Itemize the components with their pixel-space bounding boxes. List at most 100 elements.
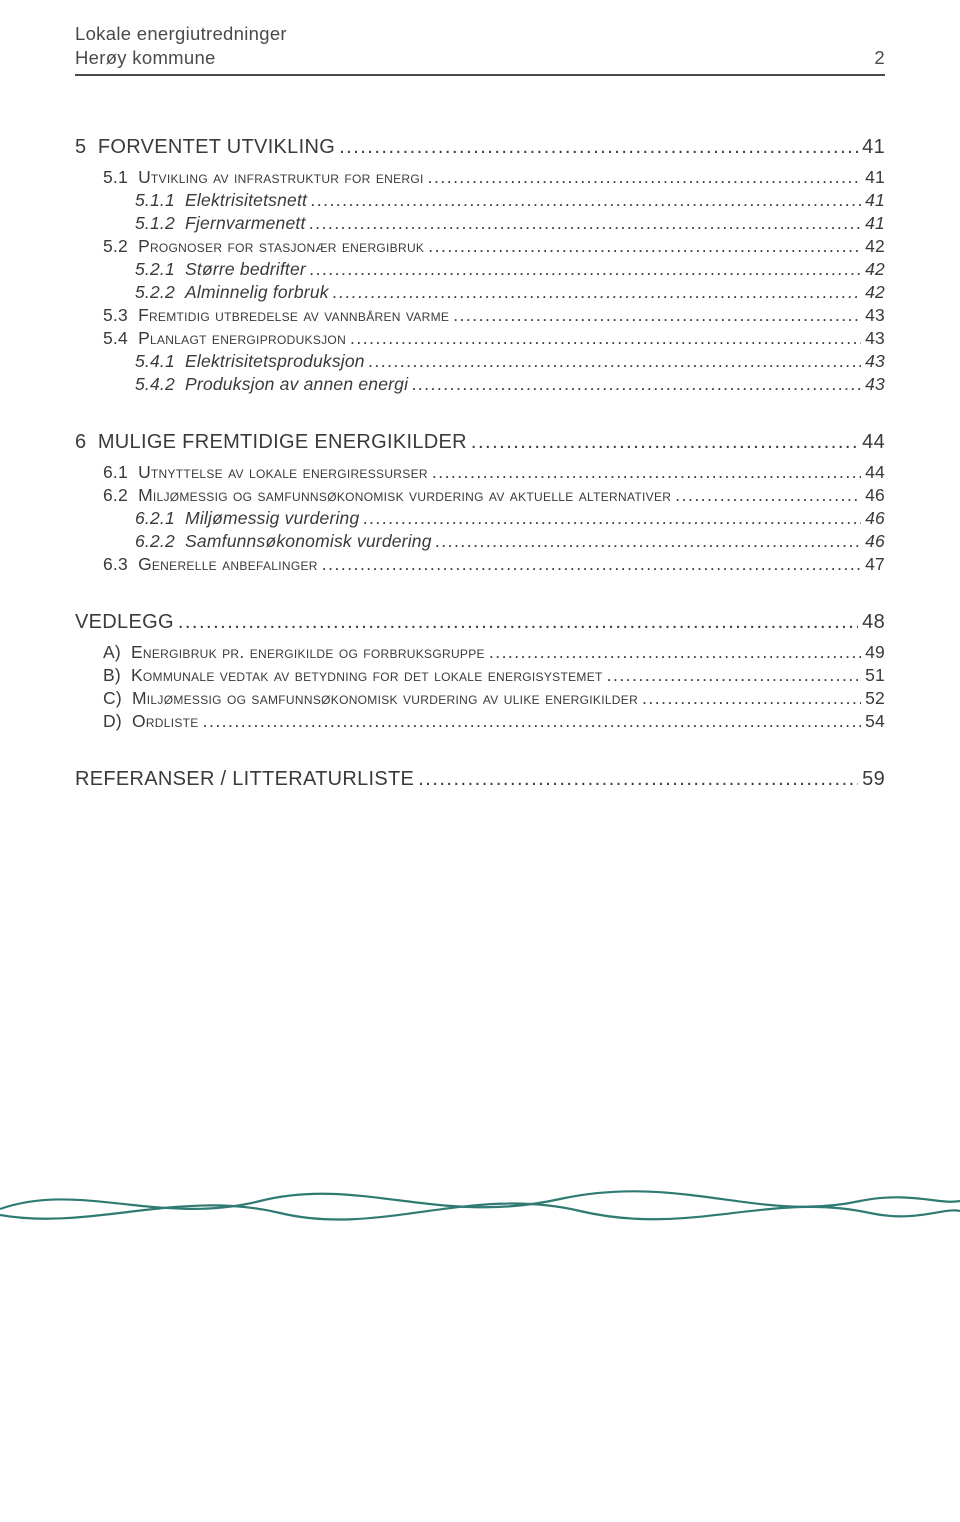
toc-entry: 5 FORVENTET UTVIKLING41 <box>75 136 885 159</box>
toc-number: 6.2.1 <box>135 508 185 528</box>
toc-entry: 6.3 Generelle anbefalinger47 <box>75 554 885 575</box>
toc-title: Miljømessig vurdering <box>185 508 359 528</box>
toc-number: C) <box>103 688 132 708</box>
toc-leader <box>311 190 861 211</box>
toc-leader <box>412 374 861 395</box>
toc-entry: 5.4.1 Elektrisitetsproduksjon 43 <box>75 351 885 372</box>
toc-page: 44 <box>862 431 885 454</box>
toc-entry: 5.1.1 Elektrisitetsnett 41 <box>75 190 885 211</box>
toc-leader <box>339 136 858 159</box>
page-header: Lokale energiutredninger Herøy kommune 2 <box>75 22 885 70</box>
toc-leader <box>178 611 858 634</box>
toc-number: D) <box>103 711 132 731</box>
toc-leader <box>310 213 862 234</box>
toc-title: Elektrisitetsnett <box>185 190 307 210</box>
toc-page: 48 <box>862 611 885 634</box>
toc-label: 5.1.1 Elektrisitetsnett <box>135 190 307 211</box>
toc-page: 41 <box>865 190 885 211</box>
toc-title: Miljømessig og samfunnsøkonomisk vurderi… <box>138 485 671 505</box>
toc-number: 5.2.1 <box>135 259 185 279</box>
toc-entry: 5.2.1 Større bedrifter42 <box>75 259 885 280</box>
toc-page: 41 <box>865 213 885 234</box>
toc-number: 6.2 <box>103 485 138 505</box>
toc-leader <box>436 531 861 552</box>
toc-label: 5.4.1 Elektrisitetsproduksjon <box>135 351 365 372</box>
toc-leader <box>428 167 862 188</box>
toc-page: 59 <box>862 768 885 791</box>
toc-title: MULIGE FREMTIDIGE ENERGIKILDER <box>98 431 467 453</box>
toc-entry: A) Energibruk pr. energikilde og forbruk… <box>75 642 885 663</box>
toc-label: VEDLEGG <box>75 611 174 634</box>
toc-title: Utnyttelse av lokale energiressurser <box>138 462 428 482</box>
toc-entry: 5.2 Prognoser for stasjonær energibruk 42 <box>75 236 885 257</box>
toc-number: 5.1.1 <box>135 190 185 210</box>
toc-page: 42 <box>865 282 885 303</box>
toc-title: VEDLEGG <box>75 611 174 633</box>
toc-page: 46 <box>865 531 885 552</box>
toc-number: 5.1.2 <box>135 213 185 233</box>
toc-number: 6.1 <box>103 462 138 482</box>
footer-wave-decoration <box>0 1171 960 1231</box>
toc-label: 5.4 Planlagt energiproduksjon <box>103 328 346 349</box>
header-municipality: Herøy kommune <box>75 46 216 70</box>
toc-title: Alminnelig forbruk <box>185 282 329 302</box>
toc-leader <box>363 508 861 529</box>
toc-title: Ordliste <box>132 711 199 731</box>
toc-label: 5.2.1 Større bedrifter <box>135 259 306 280</box>
toc-title: Større bedrifter <box>185 259 306 279</box>
toc-label: C) Miljømessig og samfunnsøkonomisk vurd… <box>103 688 638 709</box>
toc-entry: 6.2.2 Samfunnsøkonomisk vurdering46 <box>75 531 885 552</box>
toc-entry: 5.4 Planlagt energiproduksjon 43 <box>75 328 885 349</box>
toc-leader <box>471 431 858 454</box>
toc-number: 5.2 <box>103 236 138 256</box>
toc-page: 46 <box>865 485 885 506</box>
toc-page: 43 <box>865 328 885 349</box>
toc-leader <box>675 485 861 506</box>
toc-number: B) <box>103 665 131 685</box>
toc-title: FORVENTET UTVIKLING <box>98 136 335 158</box>
toc-number: 5.4 <box>103 328 138 348</box>
toc-entry: D) Ordliste 54 <box>75 711 885 732</box>
toc-title: Produksjon av annen energi <box>185 374 408 394</box>
toc-number: 5.2.2 <box>135 282 185 302</box>
toc-entry: C) Miljømessig og samfunnsøkonomisk vurd… <box>75 688 885 709</box>
toc-entry: 6.2 Miljømessig og samfunnsøkonomisk vur… <box>75 485 885 506</box>
toc-title: REFERANSER / LITTERATURLISTE <box>75 768 414 790</box>
toc-label: 5.1 Utvikling av infrastruktur for energ… <box>103 167 424 188</box>
toc-entry: 5.1.2 Fjernvarmenett 41 <box>75 213 885 234</box>
toc-page: 54 <box>865 711 885 732</box>
toc-label: 6.2 Miljømessig og samfunnsøkonomisk vur… <box>103 485 671 506</box>
toc-title: Utvikling av infrastruktur for energi <box>138 167 424 187</box>
toc-number: 6 <box>75 431 98 453</box>
document-page: Lokale energiutredninger Herøy kommune 2… <box>0 0 960 1271</box>
toc-page: 42 <box>865 236 885 257</box>
toc-page: 41 <box>862 136 885 159</box>
toc-leader <box>333 282 861 303</box>
toc-page: 43 <box>865 351 885 372</box>
toc-title: Fjernvarmenett <box>185 213 305 233</box>
header-page-number: 2 <box>874 46 885 70</box>
toc-entry: B) Kommunale vedtak av betydning for det… <box>75 665 885 686</box>
toc-entry: 6.2.1 Miljømessig vurdering46 <box>75 508 885 529</box>
toc-leader <box>432 462 861 483</box>
toc-title: Elektrisitetsproduksjon <box>185 351 365 371</box>
toc-number: A) <box>103 642 131 662</box>
toc-page: 43 <box>865 305 885 326</box>
toc-leader <box>369 351 861 372</box>
toc-label: 6.1 Utnyttelse av lokale energiressurser <box>103 462 428 483</box>
toc-label: 6.3 Generelle anbefalinger <box>103 554 318 575</box>
toc-label: 6.2.1 Miljømessig vurdering <box>135 508 359 529</box>
toc-leader <box>203 711 862 732</box>
toc-label: REFERANSER / LITTERATURLISTE <box>75 768 414 791</box>
toc-entry: 6 MULIGE FREMTIDIGE ENERGIKILDER 44 <box>75 431 885 454</box>
toc-leader <box>642 688 861 709</box>
header-title: Lokale energiutredninger <box>75 22 885 46</box>
toc-leader <box>418 768 858 791</box>
toc-label: 5.2 Prognoser for stasjonær energibruk <box>103 236 424 257</box>
toc-page: 43 <box>865 374 885 395</box>
toc-title: Planlagt energiproduksjon <box>138 328 346 348</box>
toc-leader <box>428 236 861 257</box>
header-rule <box>75 74 885 76</box>
toc-label: 5.2.2 Alminnelig forbruk <box>135 282 329 303</box>
toc-entry: 5.2.2 Alminnelig forbruk 42 <box>75 282 885 303</box>
